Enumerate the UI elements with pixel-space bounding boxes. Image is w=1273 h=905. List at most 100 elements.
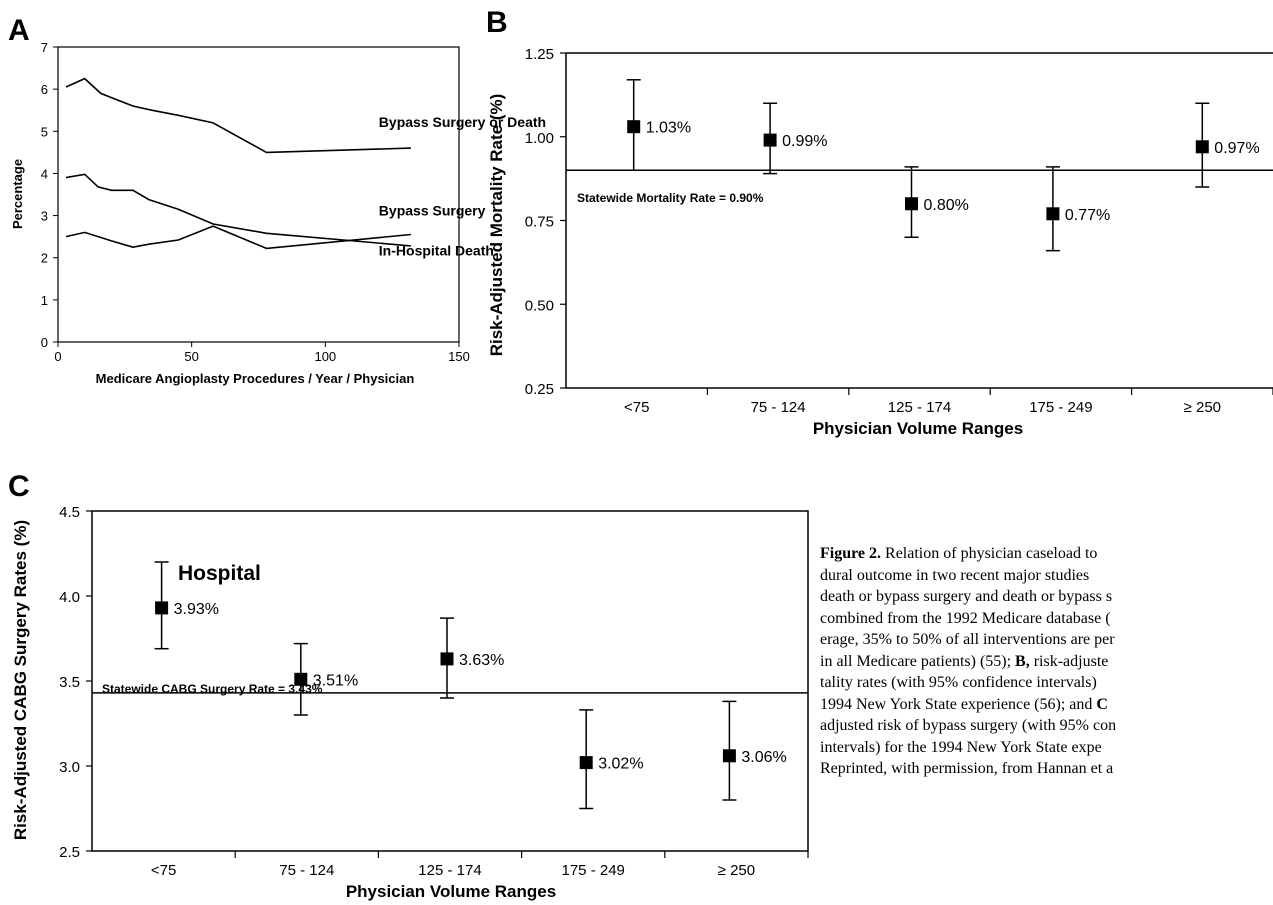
caption-bold-text: Figure 2. [820, 545, 882, 562]
panel-a-y-tick-label: 5 [41, 124, 48, 139]
panel-b-y-tick-label: 1.25 [525, 46, 554, 63]
caption-text: Relation of physician caseload to [881, 545, 1098, 562]
panel-b-point-marker [1046, 207, 1060, 221]
caption-text: dural outcome in two recent major studie… [820, 566, 1090, 584]
caption-text: Reprinted, with permission, from Hannan … [820, 760, 1114, 777]
panel-c-y-tick-label: 4.5 [59, 504, 80, 521]
panel-b-y-tick-label: 0.25 [525, 381, 554, 398]
caption-text: erage, 35% to 50% of all interventions a… [820, 631, 1115, 648]
panel-c: C Physician Volume Ranges Risk-Adjusted … [8, 470, 809, 901]
panel-a-x-tick-label: 50 [184, 349, 198, 364]
panel-a-x-tick-label: 100 [314, 349, 336, 364]
panel-c-point-marker [722, 749, 736, 763]
panel-b-point-marker [627, 120, 641, 134]
panel-a-y-tick-label: 0 [41, 335, 48, 350]
panel-c-y-axis-title: Risk-Adjusted CABG Surgery Rates (%) [11, 520, 30, 840]
panel-a: A Medicare Angioplasty Procedures / Year… [8, 14, 546, 386]
panel-c-letter: C [8, 470, 30, 503]
panel-c-x-tick-label: 175 - 249 [562, 862, 625, 879]
panel-a-y-tick-label: 3 [41, 209, 48, 224]
panel-a-series-line [65, 77, 411, 154]
caption-text: tality rates (with 95% confidence interv… [820, 674, 1097, 691]
panel-a-series-label: In-Hospital Death [379, 243, 494, 259]
panel-c-x-axis-title: Physician Volume Ranges [346, 882, 556, 901]
panel-b-x-tick-label: <75 [624, 399, 649, 416]
panel-c-x-tick-label: 125 - 174 [418, 862, 481, 879]
caption-text: combined from the 1992 Medicare database… [820, 609, 1111, 627]
panel-c-x-tick-label: <75 [151, 862, 176, 879]
panel-b-x-tick-label: 175 - 249 [1029, 399, 1092, 416]
caption-line: tality rates (with 95% confidence interv… [820, 672, 1273, 694]
caption-text: intervals) for the 1994 New York State e… [820, 738, 1102, 756]
panel-a-x-axis-title: Medicare Angioplasty Procedures / Year /… [96, 371, 415, 386]
panel-c-x-tick-label: ≥ 250 [718, 862, 755, 879]
panel-c-y-tick-label: 4.0 [59, 589, 80, 606]
panel-b-data-label: 0.99% [782, 133, 827, 150]
panel-a-x-tick-label: 0 [54, 349, 61, 364]
caption-line: adjusted risk of bypass surgery (with 95… [820, 715, 1273, 737]
panel-a-letter: A [8, 14, 30, 47]
panel-c-y-tick-label: 3.0 [59, 759, 80, 776]
panel-b-point-marker [905, 197, 918, 211]
caption-line: combined from the 1992 Medicare database… [820, 608, 1273, 630]
panel-c-point-marker [294, 672, 308, 686]
caption-line: Reprinted, with permission, from Hannan … [820, 758, 1273, 780]
panel-b-y-axis-title: Risk-Adjusted Mortality Rate (%) [487, 94, 506, 357]
panel-c-data-label: 3.06% [741, 749, 786, 766]
caption-line: Figure 2. Relation of physician caseload… [820, 543, 1273, 565]
panel-c-x-tick-label: 75 - 124 [279, 862, 334, 879]
caption-line: erage, 35% to 50% of all interventions a… [820, 629, 1273, 651]
caption-text: adjusted risk of bypass surgery (with 95… [820, 717, 1117, 734]
panel-b-y-tick-label: 0.75 [525, 214, 554, 231]
panel-b-data-label: 1.03% [646, 120, 691, 137]
panel-a-series-line [65, 173, 411, 247]
panel-a-y-tick-label: 4 [41, 166, 48, 181]
panel-b-y-tick-label: 1.00 [525, 130, 554, 147]
panel-b-point-marker [1195, 140, 1209, 154]
panel-c-y-tick-label: 2.5 [59, 844, 80, 861]
panel-b-letter: B [486, 6, 508, 39]
panel-c-data-label: 3.93% [174, 601, 219, 618]
panel-c-point-marker [579, 756, 593, 770]
panel-b-y-tick-label: 0.50 [525, 297, 554, 314]
panel-c-data-label: 3.51% [313, 672, 358, 689]
panel-c-hospital-annotation: Hospital [178, 562, 261, 585]
caption-line: death or bypass surgery and death or byp… [820, 586, 1273, 608]
panel-b-point-marker [763, 133, 777, 147]
panel-c-data-label: 3.63% [459, 652, 504, 669]
panel-c-reference-line-label: Statewide CABG Surgery Rate = 3.43% [102, 682, 323, 696]
caption-text: 1994 New York State experience (56); and [820, 695, 1097, 713]
panel-a-series-label: Bypass Surgery [379, 203, 486, 219]
caption-line: dural outcome in two recent major studie… [820, 565, 1273, 587]
panel-a-x-tick-label: 150 [448, 349, 470, 364]
caption-line: intervals) for the 1994 New York State e… [820, 737, 1273, 759]
panel-b: B Physician Volume Ranges Risk-Adjusted … [486, 6, 1273, 438]
panel-b-x-tick-label: ≥ 250 [1184, 399, 1221, 416]
panel-a-y-tick-label: 2 [41, 251, 48, 266]
panel-b-x-tick-label: 125 - 174 [888, 399, 951, 416]
panel-c-point-marker [155, 601, 169, 615]
caption-bold-text: C [1096, 695, 1108, 713]
panel-a-y-tick-label: 6 [41, 82, 48, 97]
panel-c-data-label: 3.02% [598, 756, 643, 773]
panel-b-x-axis-title: Physician Volume Ranges [813, 419, 1023, 438]
panel-c-point-marker [440, 652, 454, 666]
panel-a-plot-frame [57, 46, 460, 343]
caption-line: in all Medicare patients) (55); B, risk-… [820, 651, 1273, 673]
caption-text: risk-adjuste [1029, 652, 1109, 670]
caption-text: in all Medicare patients) (55); [820, 652, 1016, 670]
panel-a-series-label: Bypass Surgery or Death [379, 114, 546, 130]
panel-a-series-line [65, 225, 411, 250]
panel-b-reference-line-label: Statewide Mortality Rate = 0.90% [577, 191, 764, 205]
panel-c-y-tick-label: 3.5 [59, 674, 80, 691]
caption-bold-text: B, [1015, 652, 1030, 670]
panel-b-data-label: 0.80% [924, 197, 969, 214]
panel-a-y-tick-label: 7 [41, 40, 48, 55]
panel-b-data-label: 0.77% [1065, 207, 1110, 224]
panel-a-y-axis-title: Percentage [10, 159, 25, 229]
panel-a-y-tick-label: 1 [41, 293, 48, 308]
figure-caption: Figure 2. Relation of physician caseload… [820, 543, 1273, 780]
caption-text: death or bypass surgery and death or byp… [820, 588, 1113, 605]
panel-b-data-label: 0.97% [1214, 140, 1259, 157]
